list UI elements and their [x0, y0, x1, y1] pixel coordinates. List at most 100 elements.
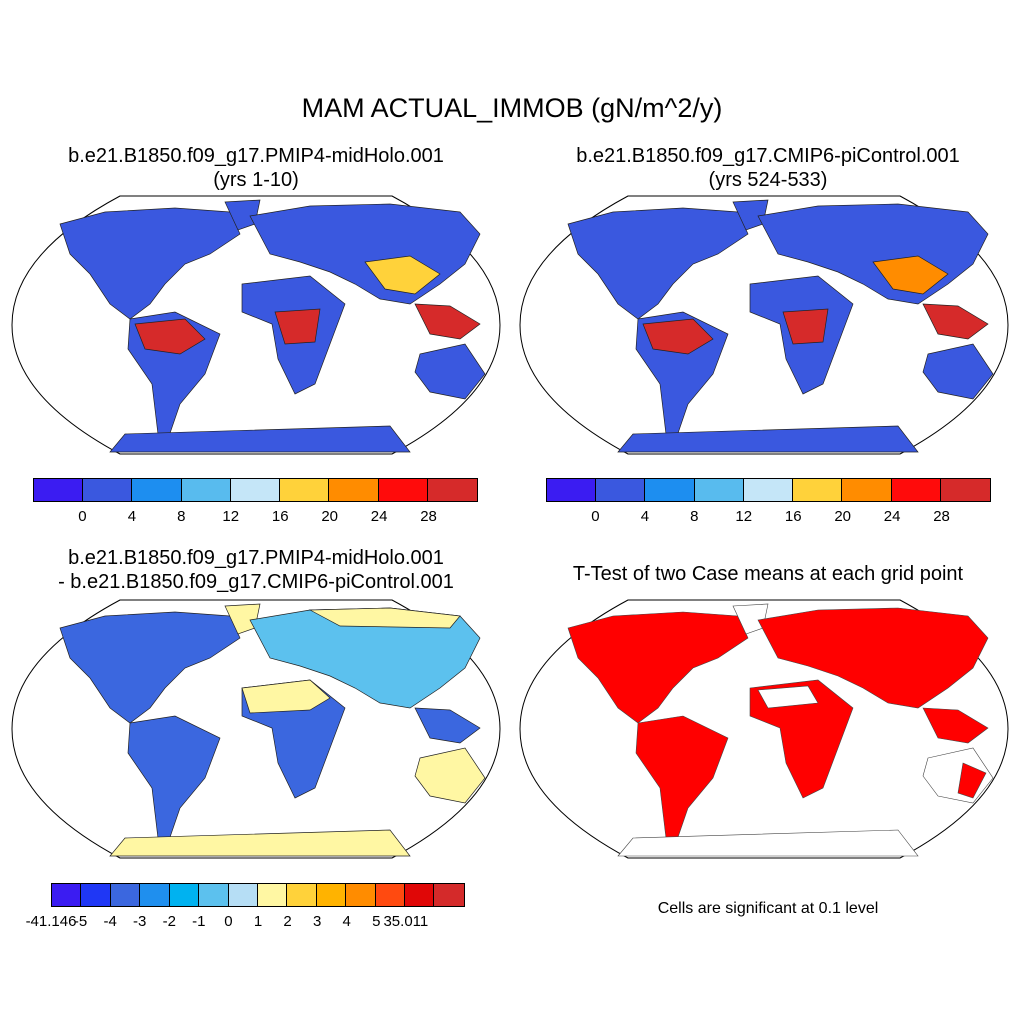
sahara [241, 679, 331, 714]
colorbar-box [743, 479, 794, 501]
panel1-title: b.e21.B1850.f09_g17.PMIP4-midHolo.001 (y… [0, 144, 512, 192]
colorbar-tick-label: 16 [271, 508, 289, 525]
colorbar-tick-label: 28 [420, 508, 437, 525]
colorbar-tick-label: 24 [370, 508, 388, 525]
colorbar-box [83, 479, 133, 501]
south-america [635, 715, 729, 844]
colorbar-tick-label: 8 [177, 508, 186, 525]
north-america [567, 207, 749, 320]
antarctica [617, 425, 919, 453]
colorbar-box [287, 884, 317, 906]
india-china [872, 255, 949, 295]
colorbar-tick-label: 1 [253, 913, 263, 930]
panel3-colorbar [51, 883, 465, 907]
panel2-title-line1: b.e21.B1850.f09_g17.CMIP6-piControl.001 [576, 145, 960, 167]
colorbar-box [378, 479, 428, 501]
southeast-asia [414, 303, 481, 340]
main-title: MAM ACTUAL_IMMOB (gN/m^2/y) [301, 93, 723, 123]
southeast-asia [414, 707, 481, 744]
colorbar-tick-label: 24 [883, 508, 901, 525]
colorbar-tick-label: 0 [591, 508, 600, 525]
colorbar-tick-label: 2 [283, 913, 292, 930]
south-america [127, 715, 221, 844]
colorbar-tick-label: 0 [78, 508, 87, 525]
significance-note: Cells are significant at 0.1 level [657, 900, 879, 917]
sahara [757, 685, 819, 709]
colorbar-tick-label: 35.011 [383, 913, 429, 930]
colorbar-tick-label: 20 [321, 508, 338, 525]
colorbar-tick-label: -1 [192, 913, 206, 930]
colorbar-box [645, 479, 695, 501]
colorbar-box [316, 884, 347, 906]
colorbar-box [940, 479, 990, 501]
colorbar-tick-label: 3 [312, 913, 322, 930]
panel2-title-line2: (yrs 524-533) [708, 169, 828, 191]
colorbar-box [52, 884, 82, 906]
colorbar-tick-label: 4 [640, 508, 650, 525]
colorbar-box [169, 884, 200, 906]
north-america [59, 611, 241, 724]
panel3-title-line1: b.e21.B1850.f09_g17.PMIP4-midHolo.001 [68, 547, 444, 569]
colorbar-box [140, 884, 170, 906]
panel3-map [11, 599, 501, 859]
colorbar-tick-label: -41.146 [25, 913, 77, 930]
colorbar-tick-label: 12 [222, 508, 240, 525]
panel2-title: b.e21.B1850.f09_g17.CMIP6-piControl.001 … [512, 144, 1024, 192]
colorbar-box [434, 884, 464, 906]
colorbar-tick-label: -3 [133, 913, 147, 930]
australia [922, 343, 994, 400]
land-masses [59, 199, 486, 453]
siberia [308, 607, 461, 629]
india-china [364, 255, 441, 295]
australia [414, 747, 486, 804]
colorbar-tick-label: 28 [933, 508, 950, 525]
colorbar-box [405, 884, 435, 906]
colorbar-tick-label: 16 [784, 508, 802, 525]
panel1-title-line1: b.e21.B1850.f09_g17.PMIP4-midHolo.001 [68, 145, 444, 167]
southeast-asia [922, 303, 989, 340]
colorbar-tick-label: 0 [224, 913, 233, 930]
land-masses [567, 199, 994, 453]
antarctica [109, 425, 411, 453]
colorbar-box [110, 884, 141, 906]
colorbar-box [793, 479, 843, 501]
australia-east [957, 762, 987, 799]
antarctica [617, 829, 919, 857]
colorbar-box [199, 884, 229, 906]
colorbar-box [427, 479, 477, 501]
north-america [59, 207, 241, 320]
panel1-colorbar [33, 478, 478, 502]
colorbar-box [842, 479, 892, 501]
colorbar-tick-label: 5 [372, 913, 381, 930]
colorbar-tick-label: -5 [73, 913, 88, 930]
colorbar-box [181, 479, 231, 501]
colorbar-box [132, 479, 182, 501]
panel4-title: T-Test of two Case means at each grid po… [572, 563, 964, 585]
colorbar-box [257, 884, 288, 906]
colorbar-tick-label: 12 [735, 508, 753, 525]
colorbar-box [81, 884, 111, 906]
colorbar-box [230, 479, 281, 501]
colorbar-box [547, 479, 597, 501]
eurasia [757, 607, 989, 709]
panel2-map [519, 195, 1009, 455]
colorbar-tick-label: -4 [103, 913, 117, 930]
australia [414, 343, 486, 400]
colorbar-box [596, 479, 646, 501]
africa [749, 679, 854, 799]
colorbar-tick-label: 4 [127, 508, 137, 525]
colorbar-box [346, 884, 376, 906]
amazon [642, 318, 714, 355]
southeast-asia [922, 707, 989, 744]
antarctica [109, 829, 411, 857]
amazon [134, 318, 206, 355]
colorbar-tick-label: -2 [162, 913, 176, 930]
central-africa [782, 308, 829, 345]
panel4-map [519, 599, 1009, 859]
colorbar-tick-label: 8 [690, 508, 699, 525]
colorbar-box [375, 884, 406, 906]
colorbar-box [228, 884, 258, 906]
colorbar-tick-label: 4 [342, 913, 351, 930]
colorbar-box [34, 479, 84, 501]
panel3-title: b.e21.B1850.f09_g17.PMIP4-midHolo.001 - … [0, 546, 512, 594]
